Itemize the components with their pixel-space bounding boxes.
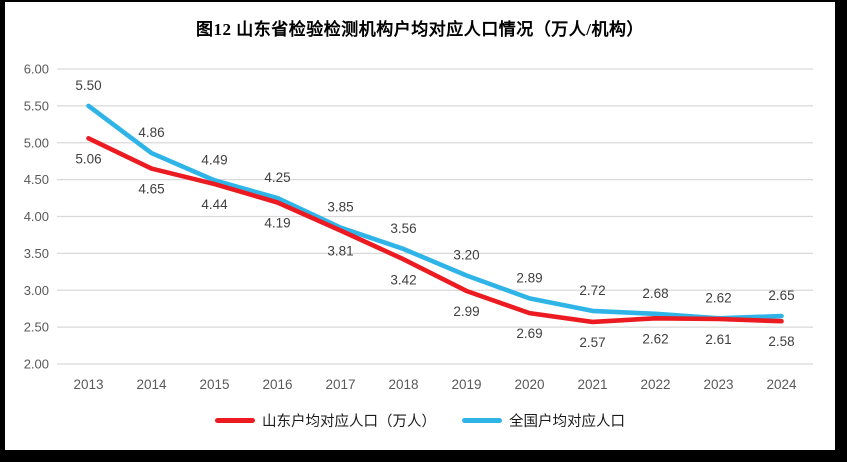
y-axis-tick-label: 4.00 <box>24 209 49 224</box>
chart-title: 图12 山东省检验检测机构户均对应人口情况（万人/机构） <box>196 20 644 39</box>
x-axis-tick-label: 2018 <box>388 377 418 392</box>
data-label: 2.68 <box>642 286 668 301</box>
data-label: 3.56 <box>390 221 416 236</box>
data-label: 2.65 <box>768 288 794 303</box>
y-axis-tick-label: 3.00 <box>24 283 49 298</box>
data-label: 2.57 <box>579 335 605 350</box>
x-axis-tick-label: 2023 <box>703 377 733 392</box>
legend-label: 山东户均对应人口（万人） <box>262 414 436 430</box>
data-label: 3.81 <box>327 244 353 259</box>
y-axis-tick-label: 3.50 <box>24 246 49 261</box>
series-line <box>86 103 784 321</box>
x-axis-tick-label: 2024 <box>766 377 797 392</box>
data-label: 2.62 <box>642 331 668 346</box>
legend-item: 山东户均对应人口（万人） <box>215 410 436 431</box>
data-label: 4.19 <box>264 215 290 230</box>
x-axis-tick-label: 2020 <box>514 377 544 392</box>
legend-line-swatch <box>215 418 255 423</box>
chart-legend: 山东户均对应人口（万人） 全国户均对应人口 <box>5 410 835 431</box>
data-label: 2.72 <box>579 283 605 298</box>
legend-item: 全国户均对应人口 <box>462 410 625 431</box>
y-axis-tick-label: 4.50 <box>24 172 49 187</box>
data-label: 2.62 <box>705 290 731 305</box>
y-axis-tick-label: 2.00 <box>24 357 49 372</box>
data-label: 4.44 <box>201 197 228 212</box>
data-label: 2.61 <box>705 332 731 347</box>
line-chart-plot-area: 2.00 2.50 3.00 3.50 4.00 4.50 5.00 5.50 6.00 2013… <box>24 62 813 392</box>
data-label: 4.65 <box>138 182 164 197</box>
x-axis-tick-label: 2014 <box>136 377 167 392</box>
data-label: 3.20 <box>453 248 479 263</box>
y-axis-tick-label: 5.50 <box>24 98 49 113</box>
data-label: 2.89 <box>516 270 542 285</box>
legend-line-swatch <box>462 418 502 423</box>
x-axis-tick-label: 2022 <box>640 377 670 392</box>
data-label: 5.06 <box>75 151 101 166</box>
data-label: 3.85 <box>327 200 353 215</box>
data-label: 5.50 <box>75 78 101 93</box>
y-axis-tick-label: 2.50 <box>24 320 49 335</box>
data-label: 2.58 <box>768 334 794 349</box>
x-axis-tick-label: 2015 <box>199 377 229 392</box>
data-label: 3.42 <box>390 272 416 287</box>
y-axis-tick-label: 5.00 <box>24 135 49 150</box>
series-line <box>86 136 784 325</box>
data-label: 2.99 <box>453 304 479 319</box>
legend-label: 全国户均对应人口 <box>509 414 625 430</box>
x-axis-tick-label: 2013 <box>73 377 103 392</box>
data-label: 2.69 <box>516 326 542 341</box>
y-axis-tick-label: 6.00 <box>24 62 49 77</box>
x-axis-tick-label: 2019 <box>451 377 481 392</box>
data-label: 4.25 <box>264 170 290 185</box>
data-label: 4.86 <box>138 125 164 140</box>
x-axis-tick-label: 2016 <box>262 377 292 392</box>
data-label: 4.49 <box>201 152 227 167</box>
x-axis-tick-label: 2017 <box>325 377 355 392</box>
chart-panel: 图12 山东省检验检测机构户均对应人口情况（万人/机构） 2.00 2.50 3.0… <box>5 2 835 450</box>
x-axis-tick-label: 2021 <box>577 377 607 392</box>
